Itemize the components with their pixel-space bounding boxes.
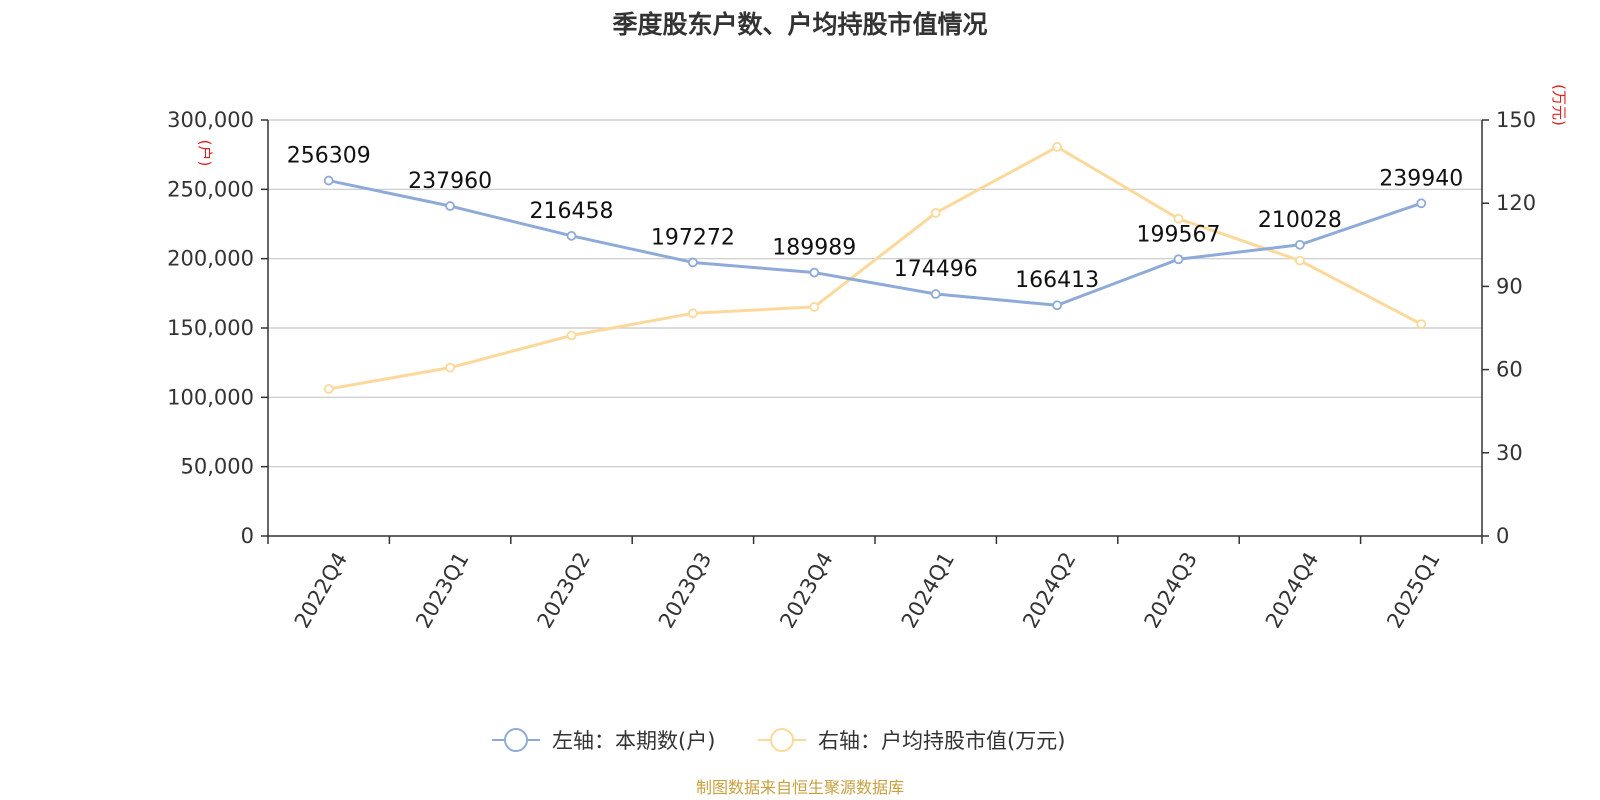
right-tick-label: 120 <box>1496 191 1536 215</box>
right-tick-label: 90 <box>1496 274 1523 298</box>
series-0-data-label: 237960 <box>408 169 492 194</box>
series-0-point[interactable] <box>1173 254 1184 265</box>
series-0-point[interactable] <box>688 257 698 268</box>
x-tick-label: 2024Q4 <box>1261 548 1323 632</box>
series-1-point[interactable] <box>688 308 698 319</box>
series-0-data-label: 197272 <box>651 225 735 250</box>
legend-marker-market-value <box>770 728 794 752</box>
left-axis-unit: (户) <box>196 140 214 167</box>
legend: 左轴：本期数(户) 右轴：户均持股市值(万元) <box>492 728 1065 753</box>
legend-marker-households <box>504 728 528 752</box>
series-0-data-label: 189989 <box>772 236 856 261</box>
right-tick-label: 150 <box>1496 108 1536 132</box>
series-1-point[interactable] <box>323 384 334 394</box>
left-tick-label: 50,000 <box>181 455 254 479</box>
series-line-1 <box>328 145 1422 391</box>
series-1-point[interactable] <box>930 208 941 218</box>
right-tick-label: 30 <box>1496 441 1523 465</box>
left-tick-label: 200,000 <box>167 247 254 271</box>
series-line-0 <box>328 179 1422 307</box>
x-tick-label: 2025Q1 <box>1382 548 1444 632</box>
left-tick-label: 100,000 <box>167 385 254 409</box>
series-1-point[interactable] <box>445 362 456 373</box>
series-1-point[interactable] <box>809 302 820 312</box>
series-1-point[interactable] <box>1052 142 1062 152</box>
series-1-point[interactable] <box>1295 255 1305 266</box>
series-0-data-label: 216458 <box>530 199 614 224</box>
left-axis-ticks: 0 50,000 100,000 150,000 200,000 250,000 300,0… <box>167 108 268 548</box>
x-tick-label: 2023Q1 <box>411 548 473 632</box>
legend-item-market-value[interactable]: 右轴：户均持股市值(万元) <box>758 728 1065 753</box>
series-1-point[interactable] <box>1173 213 1184 224</box>
series-0-data-label: 239940 <box>1379 166 1463 191</box>
right-axis-unit: (万元) <box>1550 84 1568 126</box>
series-0-data-label: 210028 <box>1258 208 1342 233</box>
left-tick-label: 0 <box>241 524 254 548</box>
x-axis-ticks: 2022Q4 2023Q1 2023Q2 2023Q3 2023Q4 2024Q1 2024… <box>267 536 1483 632</box>
series-layer <box>323 142 1427 394</box>
series-0-data-label: 256309 <box>287 144 371 169</box>
legend-label-market-value: 右轴：户均持股市值(万元) <box>818 729 1065 753</box>
series-0-data-label: 174496 <box>894 257 978 282</box>
series-0-point[interactable] <box>1416 198 1427 209</box>
data-labels: 256309 237960 216458 197272 189989 174496 1664… <box>287 144 1464 294</box>
series-1-point[interactable] <box>566 330 577 341</box>
series-0-point[interactable] <box>1052 300 1062 311</box>
legend-item-households[interactable]: 左轴：本期数(户) <box>492 728 715 753</box>
x-tick-label: 2024Q1 <box>897 548 959 632</box>
right-tick-label: 0 <box>1496 524 1509 548</box>
grid-lines <box>268 119 1482 468</box>
series-0-data-label: 166413 <box>1015 268 1099 293</box>
x-tick-label: 2023Q2 <box>533 548 595 632</box>
series-1-point[interactable] <box>1416 319 1427 330</box>
series-0-point[interactable] <box>323 175 334 186</box>
series-0-point[interactable] <box>445 201 456 211</box>
left-tick-label: 300,000 <box>167 108 254 132</box>
x-tick-label: 2023Q3 <box>654 548 716 632</box>
left-tick-label: 250,000 <box>167 177 254 201</box>
source-note: 制图数据来自恒生聚源数据库 <box>696 778 904 797</box>
chart-title: 季度股东户数、户均持股市值情况 <box>612 10 987 39</box>
x-tick-label: 2023Q4 <box>775 548 837 632</box>
series-0-point[interactable] <box>809 267 820 278</box>
x-tick-label: 2024Q2 <box>1018 548 1080 632</box>
series-0-data-label: 199567 <box>1137 222 1221 247</box>
series-0-point[interactable] <box>566 230 577 241</box>
series-0-point[interactable] <box>930 289 941 299</box>
legend-label-households: 左轴：本期数(户) <box>552 729 715 753</box>
series-0-point[interactable] <box>1295 239 1305 250</box>
x-tick-label: 2024Q3 <box>1140 548 1202 632</box>
right-axis-ticks: 0 30 60 90 120 150 <box>1482 108 1536 548</box>
left-tick-label: 150,000 <box>167 316 254 340</box>
right-tick-label: 60 <box>1496 358 1523 382</box>
x-tick-label: 2022Q4 <box>290 548 352 632</box>
